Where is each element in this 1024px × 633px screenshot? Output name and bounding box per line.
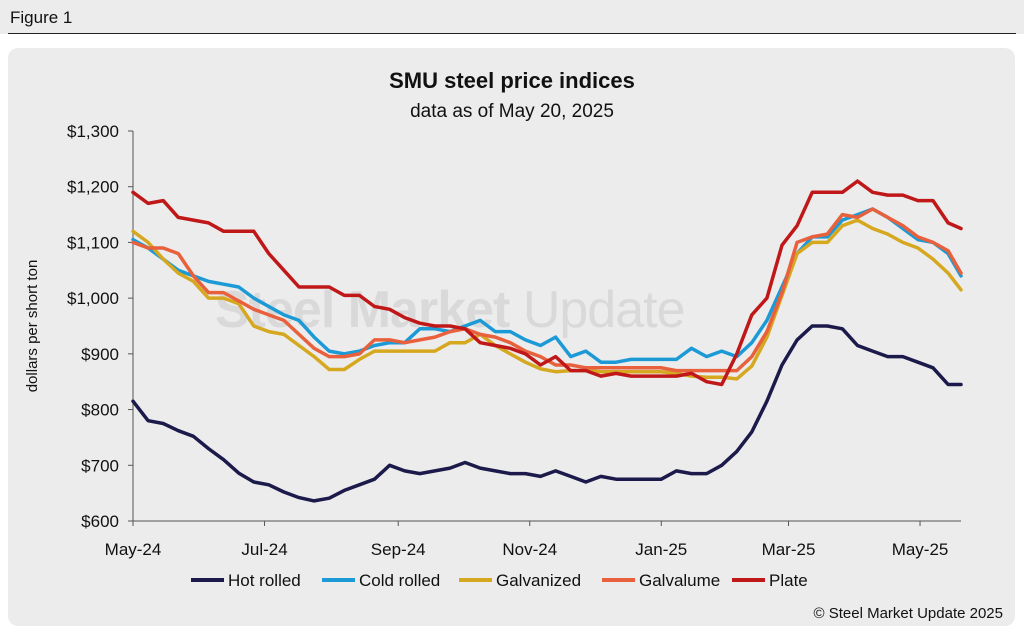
chart-title: SMU steel price indices xyxy=(389,68,635,93)
y-tick-label: $800 xyxy=(81,401,119,420)
series-line-plate xyxy=(131,179,963,387)
legend-label: Galvalume xyxy=(639,571,720,590)
x-tick-label: May-24 xyxy=(105,540,162,559)
x-tick-label: Jan-25 xyxy=(635,540,687,559)
series-line-galvanized xyxy=(131,218,963,381)
y-tick-label: $600 xyxy=(81,512,119,531)
y-tick-label: $700 xyxy=(81,456,119,475)
legend-label: Hot rolled xyxy=(228,571,301,590)
legend-label: Plate xyxy=(769,571,808,590)
y-tick-label: $1,300 xyxy=(67,122,119,141)
x-tick-label: Nov-24 xyxy=(502,540,557,559)
copyright: © Steel Market Update 2025 xyxy=(814,605,1004,622)
x-ticks: May-24 Jul-24 Sep-24 Nov-24 Jan-25 Mar-25 May-… xyxy=(105,521,949,559)
y-tick-label: $1,000 xyxy=(67,289,119,308)
watermark-light: Update xyxy=(509,281,686,339)
y-tick-label: $900 xyxy=(81,345,119,364)
series-line-cold-rolled xyxy=(131,207,963,364)
figure-divider xyxy=(8,33,1016,34)
figure-label: Figure 1 xyxy=(10,8,73,27)
x-tick-label: Mar-25 xyxy=(762,540,816,559)
series-line-hot-rolled xyxy=(131,324,963,503)
legend-label: Galvanized xyxy=(496,571,581,590)
x-tick-label: Sep-24 xyxy=(371,540,426,559)
chart-panel xyxy=(8,48,1015,626)
y-ticks: $600 $700 $800 $900 $1,000 $1,100 $1,200 $1,300 xyxy=(67,122,133,531)
series-lines xyxy=(131,179,963,503)
y-tick-label: $1,200 xyxy=(67,178,119,197)
legend-label: Cold rolled xyxy=(359,571,440,590)
legend: Hot rolled Cold rolled Galvanized Galvalume… xyxy=(191,571,808,590)
figure-header xyxy=(0,0,1024,34)
chart-subtitle: data as of May 20, 2025 xyxy=(410,101,614,122)
y-axis-label: dollars per short ton xyxy=(24,260,41,393)
y-tick-label: $1,100 xyxy=(67,233,119,252)
x-tick-label: May-25 xyxy=(892,540,949,559)
x-tick-label: Jul-24 xyxy=(241,540,287,559)
